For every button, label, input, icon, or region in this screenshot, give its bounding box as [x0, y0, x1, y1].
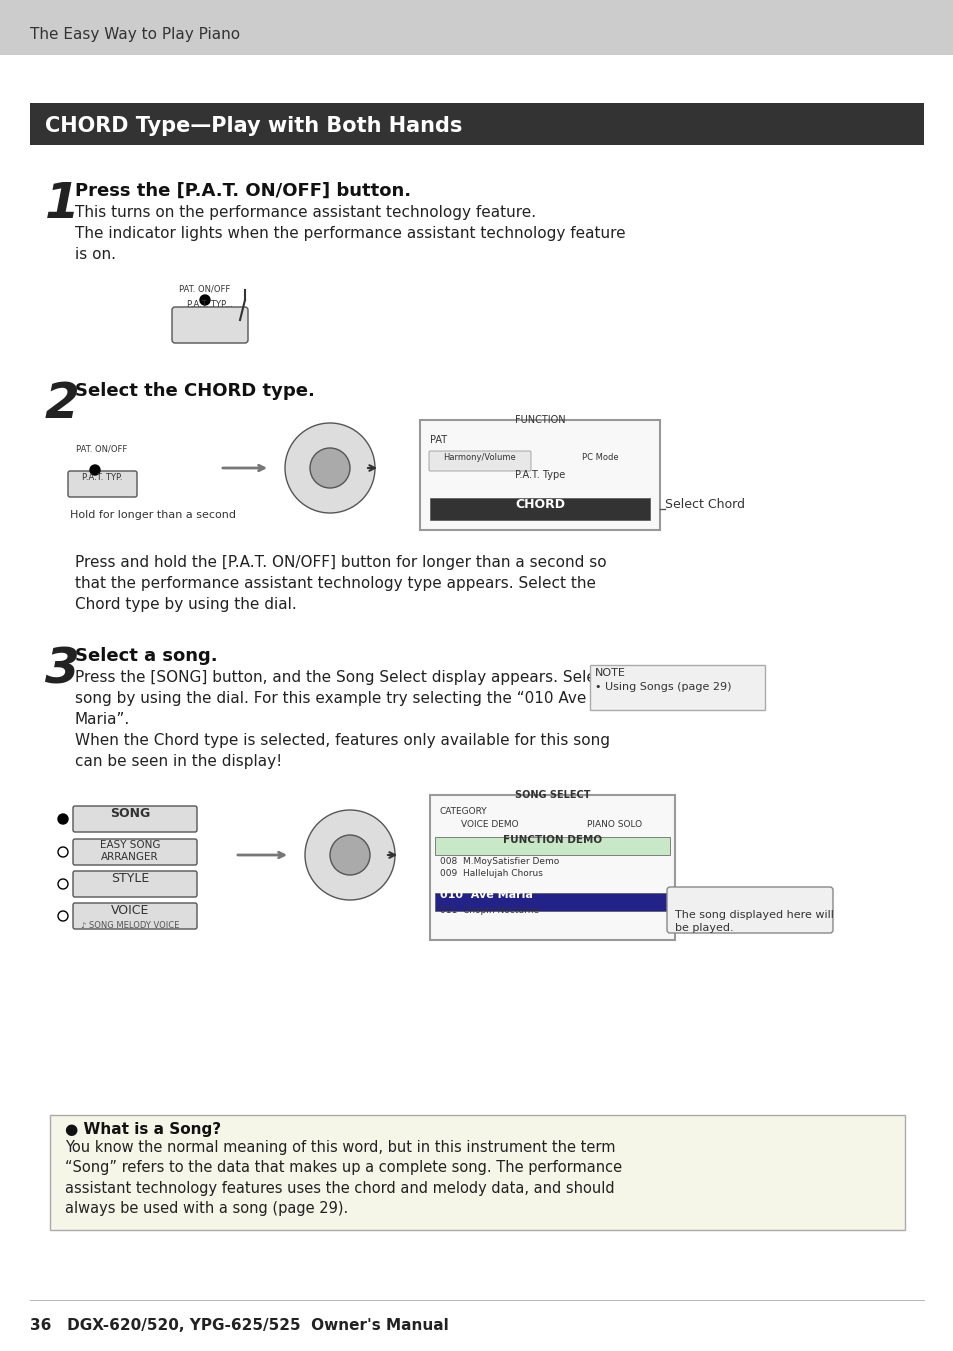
Text: Harmony/Volume: Harmony/Volume — [443, 453, 516, 462]
Text: 009  Hallelujah Chorus: 009 Hallelujah Chorus — [439, 869, 542, 878]
FancyBboxPatch shape — [0, 0, 953, 55]
Text: EASY SONG
ARRANGER: EASY SONG ARRANGER — [100, 840, 160, 862]
Text: PAT. ON/OFF: PAT. ON/OFF — [179, 285, 231, 295]
FancyBboxPatch shape — [666, 888, 832, 934]
Circle shape — [58, 880, 68, 889]
Text: CHORD: CHORD — [515, 499, 564, 511]
Text: The Easy Way to Play Piano: The Easy Way to Play Piano — [30, 27, 240, 42]
Circle shape — [58, 847, 68, 857]
Text: FUNCTION: FUNCTION — [515, 415, 565, 426]
Text: 008  M.MoySatisfier Demo: 008 M.MoySatisfier Demo — [439, 857, 558, 866]
Text: SONG SELECT: SONG SELECT — [515, 790, 590, 800]
Text: P.A.T. TYP.: P.A.T. TYP. — [82, 473, 122, 482]
Text: VOICE: VOICE — [111, 904, 149, 917]
Text: 011  Chopin Nocturne: 011 Chopin Nocturne — [439, 907, 538, 915]
Text: NOTE
• Using Songs (page 29): NOTE • Using Songs (page 29) — [595, 667, 731, 692]
Text: Select the CHORD type.: Select the CHORD type. — [75, 382, 314, 400]
Text: Press the [P.A.T. ON/OFF] button.: Press the [P.A.T. ON/OFF] button. — [75, 182, 411, 200]
FancyBboxPatch shape — [73, 839, 196, 865]
Text: 2: 2 — [45, 380, 80, 428]
Text: STYLE: STYLE — [111, 871, 149, 885]
Text: Select Chord: Select Chord — [664, 499, 744, 511]
Text: SONG: SONG — [110, 807, 150, 820]
Text: PIANO SOLO: PIANO SOLO — [587, 820, 642, 830]
FancyBboxPatch shape — [50, 1115, 904, 1229]
Circle shape — [90, 465, 100, 476]
FancyBboxPatch shape — [73, 807, 196, 832]
Text: PAT: PAT — [430, 435, 447, 444]
Text: The song displayed here will
be played.: The song displayed here will be played. — [675, 911, 833, 934]
Circle shape — [305, 811, 395, 900]
FancyBboxPatch shape — [435, 893, 669, 911]
Text: 3: 3 — [45, 644, 80, 693]
Text: ● What is a Song?: ● What is a Song? — [65, 1121, 221, 1138]
FancyBboxPatch shape — [430, 794, 675, 940]
FancyBboxPatch shape — [419, 420, 659, 530]
Text: 010  Ave Maria: 010 Ave Maria — [439, 890, 533, 900]
Circle shape — [285, 423, 375, 513]
Text: FUNCTION DEMO: FUNCTION DEMO — [502, 835, 601, 844]
Text: Press and hold the [P.A.T. ON/OFF] button for longer than a second so
that the p: Press and hold the [P.A.T. ON/OFF] butto… — [75, 555, 606, 612]
Text: This turns on the performance assistant technology feature.
The indicator lights: This turns on the performance assistant … — [75, 205, 625, 262]
Text: P.A.T. Type: P.A.T. Type — [515, 470, 564, 480]
Text: Select a song.: Select a song. — [75, 647, 217, 665]
Text: PAT. ON/OFF: PAT. ON/OFF — [76, 444, 128, 454]
Circle shape — [310, 449, 350, 488]
FancyBboxPatch shape — [30, 103, 923, 145]
Circle shape — [200, 295, 210, 305]
Text: CATEGORY: CATEGORY — [439, 807, 487, 816]
Text: Press the [SONG] button, and the Song Select display appears. Select a
song by u: Press the [SONG] button, and the Song Se… — [75, 670, 624, 769]
Text: You know the normal meaning of this word, but in this instrument the term
“Song”: You know the normal meaning of this word… — [65, 1140, 621, 1216]
FancyBboxPatch shape — [430, 499, 649, 520]
Text: CHORD Type—Play with Both Hands: CHORD Type—Play with Both Hands — [45, 116, 462, 136]
FancyBboxPatch shape — [68, 471, 137, 497]
FancyBboxPatch shape — [435, 838, 669, 855]
Circle shape — [58, 815, 68, 824]
Circle shape — [330, 835, 370, 875]
FancyBboxPatch shape — [429, 451, 531, 471]
Text: ♪ SONG MELODY VOICE: ♪ SONG MELODY VOICE — [81, 921, 179, 929]
Circle shape — [58, 911, 68, 921]
Text: Hold for longer than a second: Hold for longer than a second — [70, 509, 235, 520]
FancyBboxPatch shape — [73, 871, 196, 897]
Text: 1: 1 — [45, 180, 80, 228]
FancyBboxPatch shape — [172, 307, 248, 343]
FancyBboxPatch shape — [73, 902, 196, 929]
Text: 36   DGX-620/520, YPG-625/525  Owner's Manual: 36 DGX-620/520, YPG-625/525 Owner's Manu… — [30, 1319, 448, 1333]
FancyBboxPatch shape — [589, 665, 764, 711]
Text: P.A.T. TYP...: P.A.T. TYP... — [187, 300, 233, 309]
Text: PC Mode: PC Mode — [581, 453, 618, 462]
Text: VOICE DEMO: VOICE DEMO — [460, 820, 518, 830]
